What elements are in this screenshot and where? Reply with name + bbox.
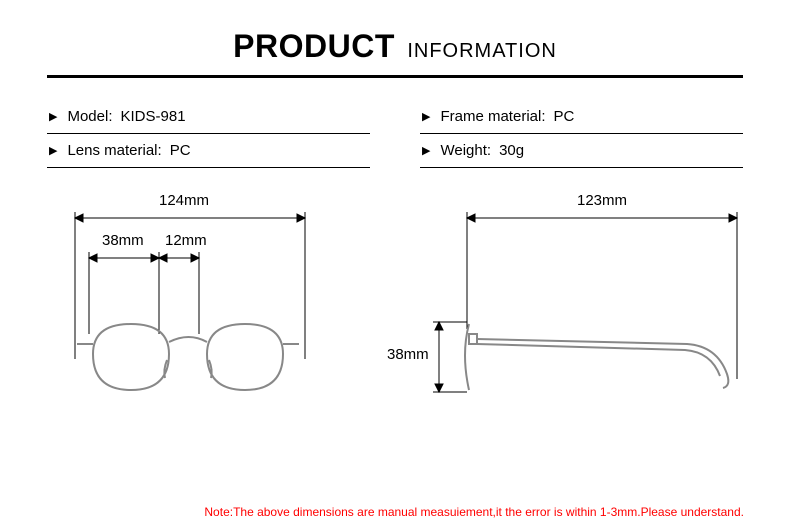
triangle-icon: ▶	[422, 144, 430, 157]
spec-row: ▶ Model: KIDS-981	[47, 100, 370, 134]
triangle-icon: ▶	[49, 110, 57, 123]
arm-length-label: 123mm	[577, 192, 627, 209]
side-diagram: 123mm 38mm	[387, 184, 747, 444]
spec-row: ▶ Frame material: PC	[420, 100, 743, 134]
front-svg	[47, 184, 327, 444]
header: PRODUCT INFORMATION	[0, 0, 790, 65]
specs-table: ▶ Model: KIDS-981 ▶ Lens material: PC ▶ …	[47, 100, 743, 168]
diagrams: 124mm 38mm 12mm	[47, 184, 743, 444]
front-diagram: 124mm 38mm 12mm	[47, 184, 327, 444]
specs-left-col: ▶ Model: KIDS-981 ▶ Lens material: PC	[47, 100, 370, 168]
lens-height-label: 38mm	[387, 346, 429, 363]
side-svg	[387, 184, 747, 444]
title-main: PRODUCT	[233, 28, 395, 64]
spec-value: 30g	[499, 142, 524, 159]
spec-value: KIDS-981	[121, 108, 186, 125]
note-text: Note:The above dimensions are manual mea…	[46, 505, 744, 519]
spec-label: Lens material:	[67, 142, 161, 159]
lens-width-label: 38mm	[102, 232, 144, 249]
spec-label: Weight:	[440, 142, 491, 159]
spec-row: ▶ Weight: 30g	[420, 134, 743, 168]
triangle-icon: ▶	[49, 144, 57, 157]
triangle-icon: ▶	[422, 110, 430, 123]
total-width-label: 124mm	[159, 192, 209, 209]
specs-right-col: ▶ Frame material: PC ▶ Weight: 30g	[420, 100, 743, 168]
spec-value: PC	[170, 142, 191, 159]
bridge-width-label: 12mm	[165, 232, 207, 249]
spec-row: ▶ Lens material: PC	[47, 134, 370, 168]
title-sub: INFORMATION	[407, 40, 557, 62]
spec-value: PC	[554, 108, 575, 125]
spec-label: Frame material:	[440, 108, 545, 125]
spec-label: Model:	[67, 108, 112, 125]
header-divider	[47, 75, 743, 78]
